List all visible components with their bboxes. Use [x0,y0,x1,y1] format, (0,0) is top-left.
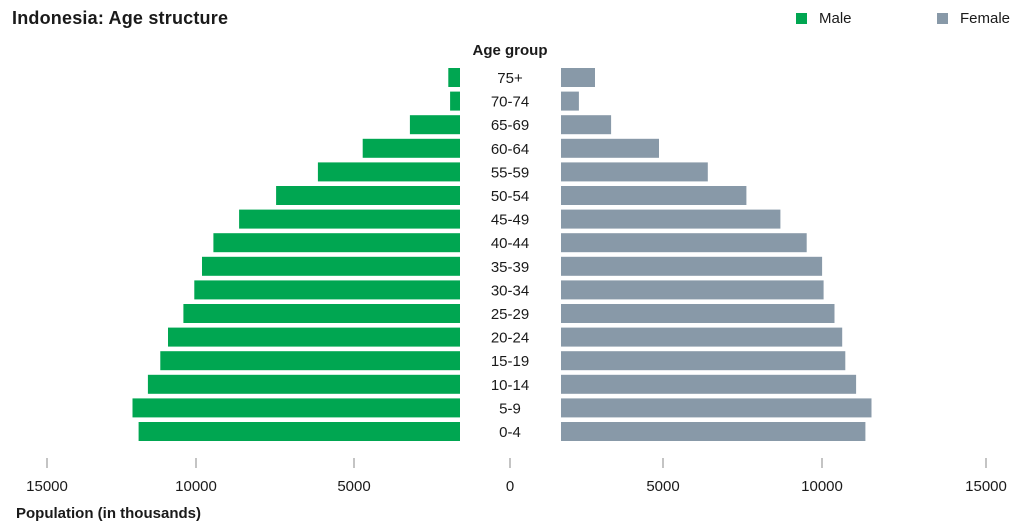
bar-male-40-44 [213,233,460,253]
bar-male-25-29 [183,304,460,323]
bar-male-55-59 [317,162,460,182]
female-bars [561,68,872,441]
age-group-label: 45-49 [491,212,529,229]
bar-male-10-14 [147,374,460,394]
bar-female-20-24 [561,327,843,347]
age-group-label: 0-4 [499,424,521,441]
bar-female-75+ [561,68,595,87]
age-group-label: 40-44 [491,235,529,252]
bar-male-30-34 [194,280,461,300]
bar-male-70-74 [450,91,460,111]
bar-male-35-39 [202,256,460,276]
bar-female-45-49 [561,209,781,229]
age-group-label: 35-39 [491,259,529,276]
age-group-label: 60-64 [491,141,529,158]
legend-swatch-female [937,13,948,24]
bar-female-25-29 [561,304,835,323]
bar-male-75+ [448,68,460,87]
age-group-label: 5-9 [499,400,521,417]
bar-female-30-34 [561,280,824,300]
legend-label-male: Male [819,10,852,27]
bar-female-5-9 [561,398,872,418]
bar-male-50-54 [276,186,460,205]
x-tick-label: 10000 [801,478,843,495]
x-tick-label: 5000 [337,478,370,495]
age-group-label: 70-74 [491,94,529,111]
age-group-label: 65-69 [491,117,529,134]
age-group-label: 55-59 [491,164,529,181]
age-group-labels: 75+ 70-74 65-69 60-64 55-59 50-54 45-49 40-44 35… [491,70,529,441]
x-axis: 15000 10000 5000 0 5000 10000 15000 [26,458,1007,495]
legend-item-male: Male [796,10,852,27]
bar-female-70-74 [561,91,579,111]
bar-male-0-4 [138,422,460,441]
x-tick-label: 5000 [646,478,679,495]
bar-male-15-19 [160,351,461,371]
chart-title: Indonesia: Age structure [12,8,229,28]
bar-female-50-54 [561,186,747,205]
legend-item-female: Female [937,10,1010,27]
bar-female-55-59 [561,162,708,182]
bar-female-15-19 [561,351,846,371]
legend-label-female: Female [960,10,1011,27]
bar-male-5-9 [132,398,460,418]
age-group-label: 25-29 [491,306,529,323]
bar-male-45-49 [239,209,460,229]
x-axis-label: Population (in thousands) [16,505,201,522]
age-group-label: 15-19 [491,353,529,370]
bar-female-60-64 [561,138,659,158]
age-group-axis-label: Age group [473,42,548,59]
x-tick-label: 15000 [965,478,1007,495]
age-group-label: 10-14 [491,377,529,394]
age-group-label: 75+ [497,70,523,87]
bar-female-65-69 [561,115,612,135]
x-tick-label: 0 [506,478,514,495]
age-group-label: 20-24 [491,330,529,347]
bar-female-35-39 [561,256,823,276]
bar-female-10-14 [561,374,857,394]
age-group-label: 50-54 [491,188,529,205]
male-bars [132,68,461,441]
bar-male-20-24 [168,327,460,347]
x-tick-label: 15000 [26,478,68,495]
bar-male-60-64 [362,138,460,158]
legend-swatch-male [796,13,807,24]
x-tick-label: 10000 [175,478,217,495]
age-group-label: 30-34 [491,282,529,299]
bar-female-0-4 [561,422,866,441]
bar-male-65-69 [409,115,460,135]
bar-female-40-44 [561,233,807,253]
